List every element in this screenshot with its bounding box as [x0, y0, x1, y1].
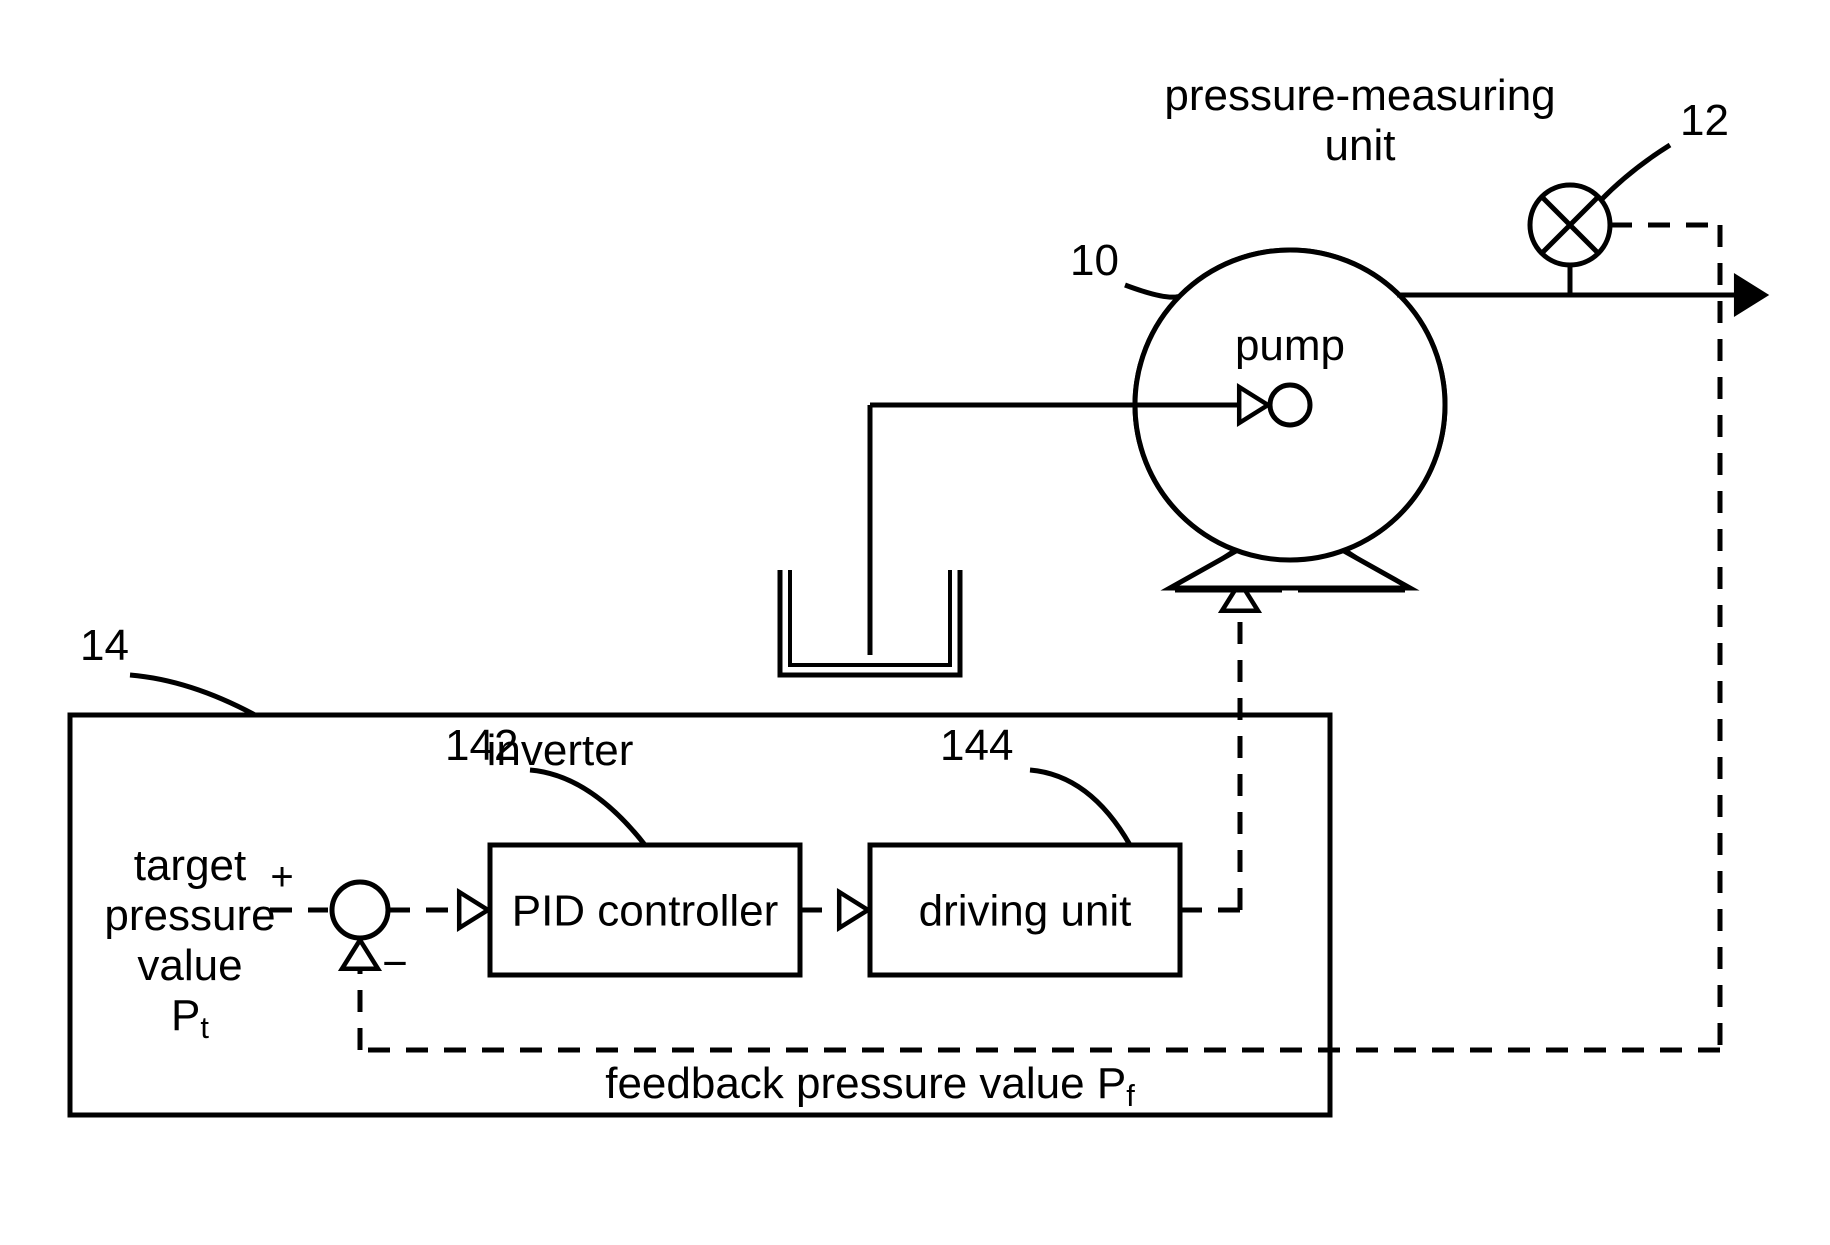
ref-144-label: 144 — [940, 721, 1013, 770]
minus-sign: − — [382, 939, 408, 988]
pump-label: pump — [1235, 321, 1345, 370]
pressure-measuring-label-l1: pressure-measuring — [1164, 71, 1555, 120]
target-label-pt: Pt — [171, 991, 209, 1045]
target-label-l2: pressure — [104, 891, 275, 940]
ref-142-leader — [530, 770, 645, 845]
pressure-measuring-label-l2: unit — [1325, 121, 1396, 170]
pid-controller-label: PID controller — [512, 886, 779, 935]
feedback-label: feedback pressure value Pf — [605, 1059, 1135, 1113]
pump-shaft — [1270, 385, 1310, 425]
ref-10-label: 10 — [1070, 236, 1119, 285]
ref-14-leader — [130, 675, 255, 715]
ref-12-leader — [1600, 145, 1670, 201]
ref-14-label: 14 — [80, 621, 129, 670]
ref-12-label: 12 — [1680, 96, 1729, 145]
driving-unit-label: driving unit — [919, 886, 1132, 935]
ref-10-leader — [1125, 285, 1178, 297]
ref-142-label: 142 — [445, 721, 518, 770]
ref-144-leader — [1030, 770, 1130, 845]
target-label-l3: value — [137, 941, 242, 990]
target-label-l1: target — [134, 841, 247, 890]
summing-junction — [332, 882, 388, 938]
